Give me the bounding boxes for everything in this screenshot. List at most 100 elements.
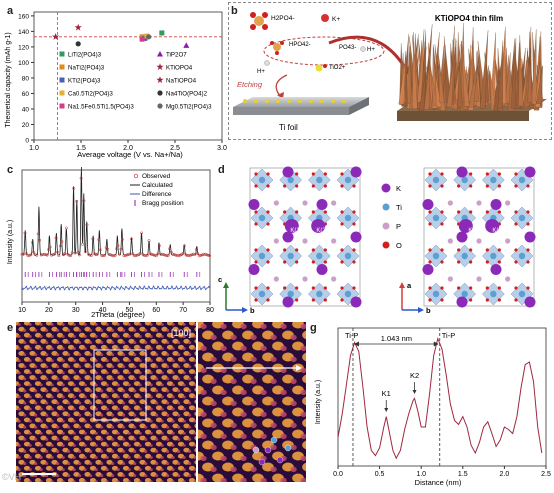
o-atom (266, 172, 270, 176)
ti-atom (344, 176, 352, 184)
atom-column (187, 341, 192, 345)
atom-column (50, 359, 54, 363)
observed-point (126, 252, 130, 256)
atom-column (171, 480, 175, 482)
atom-column (83, 371, 87, 375)
observed-point (184, 253, 188, 257)
o-atom (514, 222, 518, 226)
ti-atom (490, 176, 497, 184)
observed-point (69, 254, 73, 258)
observed-point (169, 250, 173, 254)
o-atom (254, 260, 258, 264)
atom-column (77, 377, 82, 381)
legend-observed: Observed (142, 173, 171, 180)
atom-column (138, 443, 142, 447)
p-atom (273, 276, 279, 282)
atom-column (200, 411, 207, 418)
atom-column (61, 395, 65, 399)
atom-column (88, 377, 93, 381)
atom-column (220, 389, 227, 396)
o-atom (352, 248, 356, 252)
observed-point (104, 246, 108, 250)
k-atom (422, 199, 434, 210)
nanowire (418, 71, 427, 111)
ti-atom (490, 252, 497, 260)
p-atom (476, 200, 482, 206)
observed-point (119, 247, 123, 251)
atom-column (138, 468, 142, 472)
atom-column (22, 401, 27, 405)
atom-column (182, 395, 186, 399)
atom-column (290, 422, 297, 429)
atom-column (28, 322, 32, 326)
atom-column (290, 444, 297, 451)
y-tick-label: 80 (22, 75, 30, 82)
p-atom (331, 238, 337, 244)
haadf-stem-lattice: [100] (16, 322, 196, 482)
o-atom (266, 184, 270, 188)
atom-column (194, 375, 196, 380)
o-atom (311, 260, 315, 264)
atom-column (187, 329, 192, 332)
o-atom (340, 248, 344, 252)
atom-column (132, 462, 137, 466)
atom-column (22, 437, 27, 441)
atom-column (220, 323, 227, 330)
model-atom (258, 458, 266, 466)
data-point-na15fe05ti15po43 (139, 36, 145, 42)
p-atom (273, 238, 279, 244)
film-substrate-side (397, 111, 529, 121)
atom-column (66, 425, 71, 429)
atom-column (88, 353, 93, 357)
atom-column (302, 330, 306, 340)
observed-point (106, 247, 110, 251)
atom-column (200, 345, 207, 352)
ti-atom (518, 176, 526, 184)
observed-point (73, 251, 77, 255)
observed-point (32, 250, 36, 254)
atom-column (171, 395, 175, 399)
atom-column (61, 443, 65, 447)
ti-atom (287, 176, 294, 184)
atom-column (160, 371, 164, 375)
axes-indicator-left (223, 282, 248, 313)
atom-column (240, 455, 247, 462)
atom-column (94, 371, 98, 375)
observed-point (134, 254, 138, 258)
atom-column (138, 431, 142, 435)
observed-point (84, 250, 87, 254)
o-atom (323, 286, 327, 290)
atom-column (187, 413, 192, 417)
atom-column (83, 419, 87, 423)
po4-label: PO43- (339, 45, 356, 51)
atom-column (300, 477, 306, 482)
legend-marker (59, 103, 65, 109)
observed-point (175, 254, 179, 258)
atom-column (116, 431, 120, 435)
atom-column (182, 480, 186, 482)
observed-point (116, 244, 120, 248)
o-atom (428, 222, 432, 226)
atom-column (194, 411, 196, 416)
observed-point (88, 253, 92, 257)
atom-column (138, 480, 142, 482)
legend-label: Na4TiO(PO4)2 (166, 91, 208, 98)
y-tick-label: 60 (22, 91, 30, 98)
atom-column (182, 359, 186, 363)
observed-point (110, 254, 114, 257)
p-atom (476, 238, 482, 244)
atom-column (176, 474, 181, 478)
atom-column (193, 407, 196, 411)
atom-column (88, 341, 93, 345)
atom-column (77, 437, 82, 441)
atom-column (61, 335, 65, 338)
tio2-ion-icon (315, 64, 327, 72)
atom-column (154, 437, 159, 441)
atom-column (121, 341, 126, 345)
nanowire (504, 52, 511, 104)
o-atom (323, 248, 327, 252)
atom-column (56, 478, 64, 482)
atom-column (110, 462, 115, 466)
atom-column (200, 477, 207, 482)
o-atom (323, 260, 327, 264)
